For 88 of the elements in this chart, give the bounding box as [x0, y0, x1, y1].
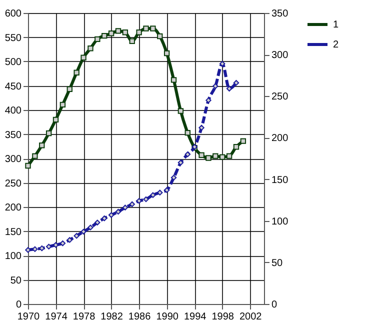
point [184, 130, 190, 136]
point [108, 30, 114, 36]
y-tick-label: 450 [4, 81, 22, 92]
y-tick-label: 350 [4, 130, 22, 141]
point [52, 116, 59, 123]
point [136, 198, 142, 204]
point [32, 153, 38, 159]
point [220, 60, 226, 67]
point [226, 86, 232, 92]
point [136, 30, 142, 36]
x-tick-label: 1994 [184, 312, 207, 322]
point [198, 124, 204, 131]
point [122, 204, 128, 210]
x-tick-label: 1982 [100, 312, 124, 322]
point [66, 86, 72, 92]
point [80, 54, 86, 60]
point [102, 32, 108, 39]
y-tick-label: 0 [16, 300, 22, 310]
x-tick-label: 1990 [156, 312, 179, 322]
point [143, 26, 149, 32]
y2-tick-label: 350 [272, 8, 289, 20]
point [233, 144, 240, 150]
point [240, 138, 246, 144]
y2-tick-label: 200 [272, 133, 289, 144]
y-tick-label: 200 [4, 202, 22, 214]
x-tick-label: 1998 [212, 312, 234, 322]
point [178, 108, 184, 114]
x-tick-label: 1978 [72, 312, 96, 322]
legend-label: 2 [333, 40, 339, 50]
point [66, 237, 72, 243]
y-tick-label: 500 [4, 57, 22, 68]
point [150, 192, 156, 198]
point [206, 97, 212, 104]
y2-tick-label: 250 [272, 92, 289, 103]
point [60, 102, 66, 108]
point [143, 196, 149, 202]
point [184, 152, 190, 158]
x-tick-label: 1970 [17, 312, 40, 322]
point [74, 70, 80, 76]
point [122, 30, 128, 36]
point [157, 33, 163, 40]
point [206, 155, 212, 161]
point [102, 216, 108, 222]
y-tick-label: 150 [4, 226, 22, 238]
point [170, 174, 177, 180]
legend-label: 1 [333, 20, 339, 30]
point [39, 142, 45, 148]
point [46, 130, 52, 136]
x-tick-label: 1986 [128, 312, 152, 322]
point [94, 36, 100, 42]
point [39, 245, 45, 252]
point [129, 38, 135, 44]
y-tick-label: 400 [4, 106, 22, 116]
x-tick-label: 2002 [239, 312, 262, 322]
y-tick-label: 250 [4, 178, 22, 190]
y-tick-label: 300 [4, 154, 22, 165]
y-tick-label: 600 [4, 8, 22, 20]
y2-tick-label: 150 [272, 174, 289, 186]
point [115, 28, 122, 34]
point [74, 232, 80, 239]
point [164, 50, 170, 56]
y2-tick-label: 100 [272, 216, 289, 228]
point [226, 153, 232, 159]
y-tick-label: 550 [4, 32, 22, 44]
point [88, 46, 94, 52]
y2-tick-label: 300 [272, 50, 289, 62]
point [150, 26, 156, 32]
point [80, 228, 86, 235]
y2-tick-label: 50 [272, 258, 284, 269]
point [94, 220, 100, 226]
point [157, 190, 163, 196]
point [129, 201, 135, 208]
y-tick-label: 50 [10, 275, 22, 286]
x-tick-label: 1974 [45, 312, 68, 322]
point [88, 224, 94, 230]
point [108, 212, 114, 218]
point [178, 160, 184, 166]
point [25, 162, 31, 169]
point [198, 152, 204, 158]
point [233, 80, 240, 86]
point [170, 77, 177, 83]
y2-tick-label: 0 [272, 300, 278, 310]
y-tick-label: 100 [4, 251, 22, 262]
point [212, 83, 218, 90]
point [220, 154, 226, 160]
point [164, 187, 170, 193]
point [212, 153, 218, 159]
point [115, 208, 122, 215]
